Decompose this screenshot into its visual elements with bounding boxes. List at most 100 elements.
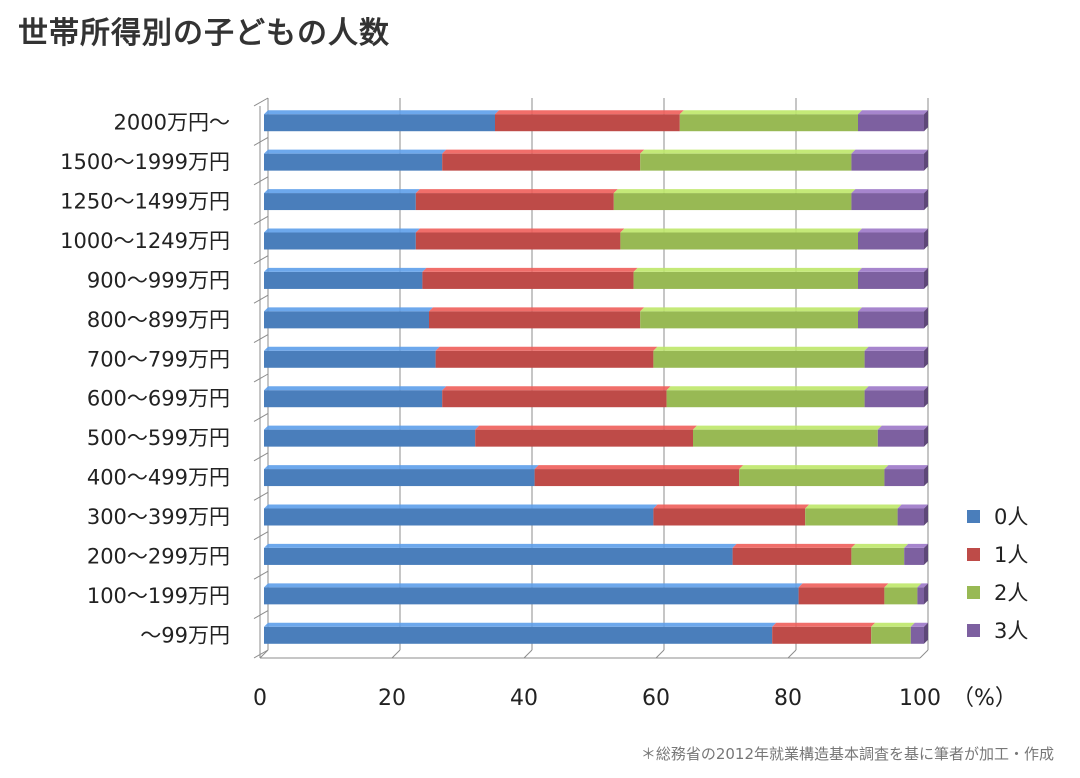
gridline-floor: [919, 649, 929, 659]
bar-segment: [653, 350, 865, 368]
bar-segment: [871, 626, 911, 644]
x-unit-label: （%）: [952, 686, 1017, 711]
bar-highlight: [858, 228, 928, 233]
bar-highlight: [858, 267, 928, 272]
y-tick-mark: [253, 294, 269, 304]
bar-highlight: [884, 583, 922, 588]
bar-highlight: [739, 465, 889, 470]
y-tick-mark: [253, 452, 269, 462]
bar-segment: [264, 350, 436, 368]
bar-segment: [415, 193, 614, 211]
legend-swatch: [967, 510, 980, 523]
bar-highlight: [264, 149, 447, 154]
bar-highlight: [653, 346, 869, 351]
bar-segment: [422, 271, 634, 289]
bar-highlight: [264, 110, 499, 115]
bar-highlight: [264, 228, 420, 233]
bar-highlight: [858, 110, 928, 115]
bar-highlight: [264, 346, 440, 351]
y-tick-mark: [253, 491, 269, 501]
bar-segment: [858, 271, 924, 289]
legend-label: 0人: [994, 505, 1028, 529]
bar-highlight: [653, 504, 810, 509]
bar-end-face: [924, 504, 928, 526]
bar-segment: [264, 193, 416, 211]
bar-segment: [858, 114, 924, 132]
bar-highlight: [495, 110, 684, 115]
bar-highlight: [917, 583, 928, 588]
bar-segment: [264, 469, 535, 487]
legend-swatch: [967, 548, 980, 561]
bar-segment: [633, 271, 858, 289]
bar-end-face: [924, 543, 928, 565]
bar-highlight: [264, 189, 420, 194]
bar-segment: [732, 547, 852, 565]
bar-highlight: [475, 425, 697, 430]
y-tick-mark: [253, 136, 269, 146]
bar-segment: [877, 429, 924, 447]
bar-segment: [264, 547, 733, 565]
y-tick-mark: [253, 97, 269, 107]
bar-end-face: [924, 189, 928, 211]
bar-segment: [693, 429, 878, 447]
bar-segment: [864, 350, 924, 368]
bar-segment: [851, 547, 905, 565]
bar-highlight: [264, 267, 427, 272]
bar-highlight: [693, 425, 882, 430]
gridline-floor: [655, 649, 665, 659]
bar-highlight: [640, 149, 856, 154]
x-tick-label: 0: [253, 686, 267, 711]
bar-highlight: [264, 465, 539, 470]
source-note: ＊総務省の2012年就業構造基本調査を基に筆者が加工・作成: [640, 745, 1054, 763]
bar-segment: [442, 153, 641, 171]
category-label: 300～399万円: [87, 505, 230, 529]
bar-highlight: [620, 228, 862, 233]
bar-segment: [429, 311, 641, 329]
bar-segment: [851, 153, 924, 171]
bar-highlight: [640, 307, 862, 312]
gridline-floor: [523, 649, 533, 659]
bar-highlight: [264, 307, 433, 312]
category-label: 900～999万円: [87, 268, 230, 292]
bar-highlight: [415, 189, 618, 194]
bar-segment: [772, 626, 872, 644]
y-tick-mark: [253, 570, 269, 580]
category-label: 2000万円～: [114, 111, 230, 135]
y-tick-mark: [253, 649, 269, 659]
bar-segment: [640, 311, 858, 329]
bar-segment: [264, 429, 476, 447]
bar-end-face: [924, 622, 928, 644]
bar-end-face: [924, 386, 928, 408]
gridline-floor: [391, 649, 401, 659]
bar-segment: [858, 311, 924, 329]
bar-segment: [805, 508, 898, 526]
bar-end-face: [924, 149, 928, 171]
x-tick-label: 40: [510, 686, 538, 711]
legend-label: 3人: [994, 619, 1028, 643]
category-label: 200～299万円: [87, 544, 230, 568]
category-label: 100～199万円: [87, 584, 230, 608]
bar-highlight: [864, 346, 928, 351]
bar-segment: [739, 469, 885, 487]
y-tick-mark: [253, 531, 269, 541]
bar-highlight: [264, 583, 803, 588]
bar-segment: [264, 587, 799, 605]
bar-segment: [640, 153, 852, 171]
bar-segment: [620, 232, 858, 250]
bar-highlight: [415, 228, 625, 233]
bar-highlight: [442, 149, 645, 154]
bar-end-face: [924, 425, 928, 447]
bar-segment: [904, 547, 924, 565]
y-tick-mark: [253, 176, 269, 186]
bar-highlight: [613, 189, 856, 194]
bar-end-face: [924, 583, 928, 605]
bar-segment: [264, 232, 416, 250]
bar-highlight: [264, 504, 658, 509]
bar-segment: [435, 350, 654, 368]
bar-highlight: [442, 386, 671, 391]
bar-highlight: [435, 346, 658, 351]
bar-highlight: [666, 386, 869, 391]
bar-highlight: [264, 425, 480, 430]
bar-segment: [613, 193, 852, 211]
bar-segment: [917, 587, 924, 605]
